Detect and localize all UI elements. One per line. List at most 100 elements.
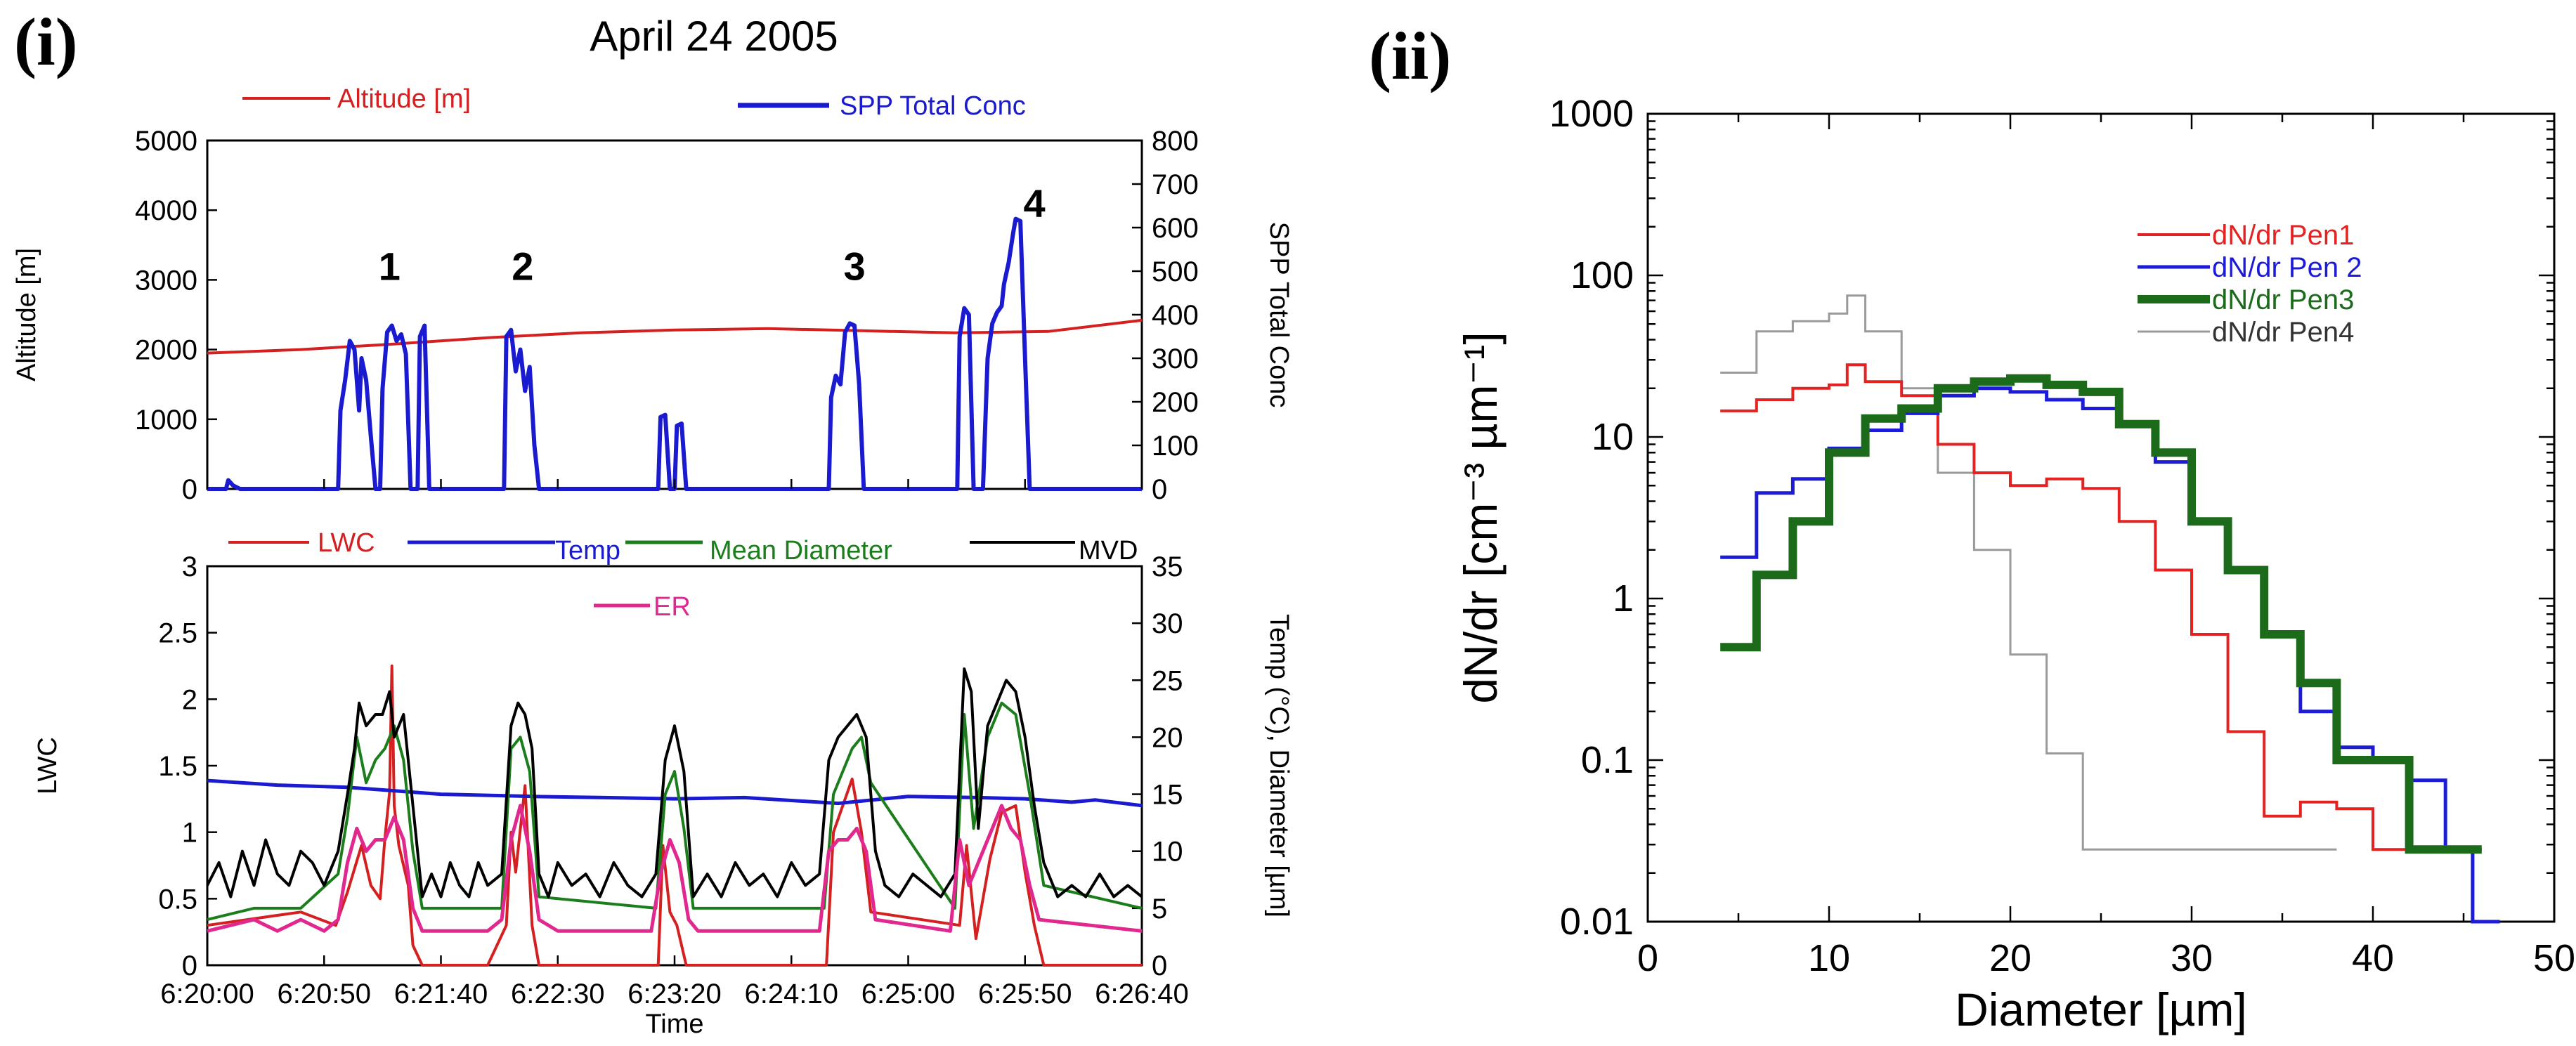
legend-lwc-label: LWC: [318, 528, 375, 558]
peak-annotation-4: 4: [1023, 181, 1045, 225]
top-left-ticklabel-5: 5000: [135, 126, 197, 157]
bottom-xticklabel-3: 6:22:30: [511, 979, 604, 1009]
bottom-left-ticklabel-0: 0: [182, 950, 197, 981]
sd-yticklabel-0: 0.01: [1560, 901, 1634, 943]
sd-xticklabel-3: 30: [2171, 937, 2213, 979]
sd-series-dn-dr-pen1: [1720, 363, 2482, 851]
top-left-ticklabel-3: 3000: [135, 265, 197, 296]
sd-yticklabel-4: 100: [1570, 254, 1634, 296]
top-right-ticklabel-8: 800: [1152, 126, 1199, 157]
top-right-ticklabel-2: 200: [1152, 387, 1199, 418]
bottom-series-mvd: [206, 667, 1143, 898]
top-right-ticklabel-3: 300: [1152, 344, 1199, 374]
bottom-right-ticklabel-2: 10: [1152, 837, 1183, 868]
bottom-series-er: [207, 804, 1143, 933]
bottom-left-ticklabel-4: 2: [182, 684, 197, 715]
top-chart: 0 1000 2000 3000 4000 5000 0 100 200 300 400 500 60…: [12, 84, 1294, 505]
bottom-xticklabel-4: 6:23:20: [627, 979, 721, 1009]
top-series-group: [207, 216, 1143, 491]
sd-series-dn-dr-pen4: [1720, 294, 2337, 851]
bottom-left-ticklabel-2: 1: [182, 818, 197, 849]
bottom-left-ticklabel-1: 0.5: [158, 884, 197, 915]
bottom-y2label: Temp (°C), Diameter [µm]: [1264, 614, 1294, 917]
panel-ii-tag: (ii): [1369, 18, 1451, 93]
sd-yticklabel-1: 0.1: [1581, 739, 1634, 781]
panel-i-tag: (i): [14, 4, 78, 79]
bottom-right-ticklabel-3: 15: [1152, 780, 1183, 811]
top-right-ticklabel-0: 0: [1152, 474, 1167, 505]
sd-ylabel: dN/dr [cm⁻³ µm⁻¹]: [1455, 332, 1507, 703]
top-series-spp-total-conc: [207, 216, 1142, 491]
sd-yticklabel-2: 1: [1613, 577, 1634, 620]
legend-altitude-label: Altitude [m]: [337, 84, 471, 114]
sd-x-axis: 0 10 20 30 40 50: [1637, 114, 2575, 979]
legend-pen2-label: dN/dr Pen 2: [2212, 252, 2362, 283]
bottom-right-ticklabel-0: 0: [1152, 950, 1167, 981]
sd-xticklabel-2: 20: [1989, 937, 2031, 979]
sd-series-dn-dr-pen3: [1720, 374, 2482, 854]
top-right-ticklabel-7: 700: [1152, 169, 1199, 200]
legend-pen1-label: dN/dr Pen1: [2212, 220, 2354, 251]
top-right-ticklabel-6: 600: [1152, 213, 1199, 244]
sd-series-group: [1720, 294, 2500, 924]
bottom-left-ticklabel-6: 3: [182, 551, 197, 582]
sd-plot-frame: [1646, 112, 2556, 923]
top-series-altitude-m: [207, 318, 1143, 355]
bottom-left-ticklabel-5: 2.5: [158, 618, 197, 649]
legend-er-label: ER: [653, 592, 691, 622]
bottom-right-ticklabel-6: 30: [1152, 608, 1183, 639]
bottom-xticklabel-8: 6:26:40: [1095, 979, 1188, 1009]
panel-i-title: April 24 2005: [590, 13, 838, 60]
top-y2label: SPP Total Conc: [1264, 222, 1294, 408]
bottom-series-temp: [207, 778, 1143, 808]
bottom-plot-frame: [206, 565, 1143, 967]
legend-pen4-label: dN/dr Pen4: [2212, 317, 2354, 348]
top-ylabel: Altitude [m]: [12, 248, 41, 381]
bottom-x-axis: 6:20:00 6:20:50 6:21:40 6:22:30 6:23:20 6:24:…: [160, 479, 1189, 1009]
bottom-xlabel: Time: [645, 1009, 703, 1039]
legend-temp-label: Temp: [555, 536, 620, 566]
bottom-xticklabel-7: 6:25:50: [978, 979, 1072, 1009]
bottom-series-mean-diameter: [207, 701, 1143, 922]
sd-xticklabel-5: 50: [2533, 937, 2575, 979]
legend-spp-label: SPP Total Conc: [840, 91, 1026, 121]
peak-annotation-2: 2: [512, 244, 533, 288]
bottom-left-ticklabel-3: 1.5: [158, 751, 197, 782]
size-distribution-chart: 0.01 0.1 1 10 100 1000 0 10 20 30 40 50 dN/dr Pen1…: [1455, 93, 2575, 1035]
sd-yticklabel-3: 10: [1592, 416, 1634, 458]
bottom-xticklabel-5: 6:24:10: [745, 979, 838, 1009]
bottom-left-axis: 0 0.5 1 1.5 2 2.5 3: [158, 551, 217, 981]
top-left-axis: 0 1000 2000 3000 4000 5000: [135, 126, 217, 505]
top-left-ticklabel-2: 2000: [135, 335, 197, 366]
bottom-right-ticklabel-4: 20: [1152, 722, 1183, 753]
top-right-ticklabel-4: 400: [1152, 300, 1199, 331]
bottom-series-lwc: [207, 665, 1142, 967]
sd-xticklabel-0: 0: [1637, 937, 1658, 979]
legend-meandiam-label: Mean Diameter: [710, 536, 892, 566]
bottom-xticklabel-1: 6:20:50: [278, 979, 371, 1009]
bottom-series-group: [206, 665, 1143, 967]
sd-xticklabel-1: 10: [1808, 937, 1850, 979]
top-annotations: 1 2 3 4: [379, 181, 1046, 288]
bottom-ylabel: LWC: [33, 737, 63, 795]
sd-yticklabel-5: 1000: [1549, 93, 1634, 135]
bottom-xticklabel-6: 6:25:00: [861, 979, 955, 1009]
bottom-right-ticklabel-1: 5: [1152, 894, 1167, 924]
peak-annotation-1: 1: [379, 244, 401, 288]
bottom-xticklabel-0: 6:20:00: [160, 979, 254, 1009]
sd-xticklabel-4: 40: [2352, 937, 2394, 979]
top-right-ticklabel-1: 100: [1152, 431, 1199, 462]
legend-pen3-label: dN/dr Pen3: [2212, 285, 2354, 315]
sd-y-axis: 0.01 0.1 1 10 100 1000: [1549, 93, 2554, 943]
bottom-right-axis: 0 5 10 15 20 25 30 35: [1132, 551, 1183, 981]
peak-annotation-3: 3: [843, 244, 865, 288]
sd-xlabel: Diameter [µm]: [1955, 983, 2247, 1035]
top-right-axis: 0 100 200 300 400 500 600 700 800: [1132, 126, 1199, 505]
sd-series-dn-dr-pen-2: [1720, 386, 2500, 924]
top-left-ticklabel-1: 1000: [135, 405, 197, 436]
bottom-right-ticklabel-5: 25: [1152, 665, 1183, 696]
top-left-ticklabel-4: 4000: [135, 195, 197, 226]
top-left-ticklabel-0: 0: [182, 474, 197, 505]
